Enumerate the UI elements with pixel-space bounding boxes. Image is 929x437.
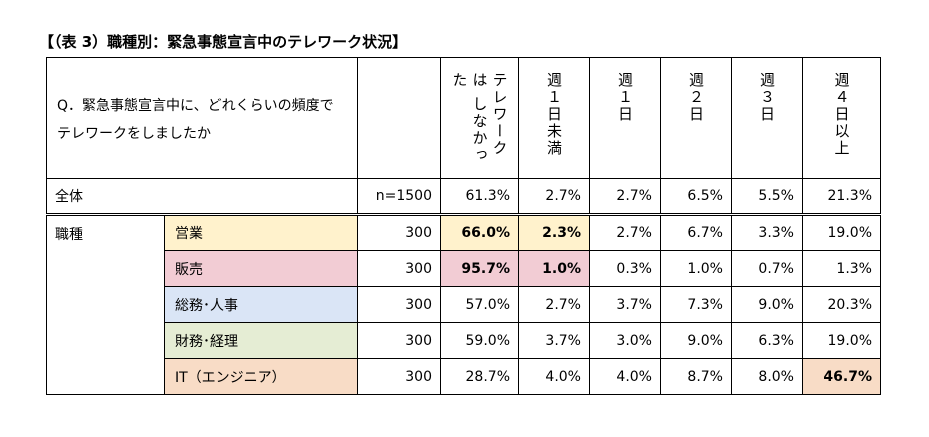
col-header-2day: 週２日 — [660, 57, 732, 179]
total-value: 2.7% — [589, 178, 661, 216]
cell: 20.3% — [802, 286, 881, 323]
cell-highlight: 95.7% — [440, 250, 519, 287]
cell-highlight: 2.3% — [518, 214, 590, 251]
cell: 0.7% — [731, 250, 803, 287]
col-header-label: テレワークは しなかった — [450, 72, 509, 164]
col-header-4plus: 週４日以上 — [802, 57, 881, 179]
col-header-3day: 週３日 — [731, 57, 803, 179]
total-value: 61.3% — [440, 178, 519, 216]
cell: 2.7% — [518, 286, 590, 323]
cell: 19.0% — [802, 322, 881, 359]
telework-table: Q．緊急事態宣言中に、どれくらいの頻度で テレワークをしましたか テレワークは … — [46, 57, 881, 395]
row-label-somu: 総務･人事 — [164, 286, 358, 323]
row-label-it: IT（エンジニア） — [164, 358, 358, 395]
cell: 2.7% — [589, 214, 661, 251]
table-row: IT（エンジニア） 300 28.7% 4.0% 4.0% 8.7% 8.0% … — [47, 358, 881, 395]
cell: 19.0% — [802, 214, 881, 251]
table-row: 財務･経理 300 59.0% 3.7% 3.0% 9.0% 6.3% 19.0… — [47, 322, 881, 359]
row-label-zaimu: 財務･経理 — [164, 322, 358, 359]
cell-highlight: 66.0% — [440, 214, 519, 251]
row-n: 300 — [357, 286, 441, 323]
cell: 3.7% — [518, 322, 590, 359]
cell: 57.0% — [440, 286, 519, 323]
cell: 7.3% — [660, 286, 732, 323]
col-header-label: 週１日未満 — [545, 72, 563, 157]
question-cell: Q．緊急事態宣言中に、どれくらいの頻度で テレワークをしましたか — [46, 57, 358, 179]
total-row: 全体 n=1500 61.3% 2.7% 2.7% 6.5% 5.5% 21.3… — [46, 178, 881, 216]
total-value: 21.3% — [802, 178, 881, 216]
cell: 3.0% — [589, 322, 661, 359]
header-row: Q．緊急事態宣言中に、どれくらいの頻度で テレワークをしましたか テレワークは … — [46, 57, 881, 179]
cell: 9.0% — [660, 322, 732, 359]
cell: 28.7% — [440, 358, 519, 395]
cell: 3.7% — [589, 286, 661, 323]
cell: 4.0% — [589, 358, 661, 395]
row-n: 300 — [357, 358, 441, 395]
col-header-under1: 週１日未満 — [518, 57, 590, 179]
row-n: 300 — [357, 214, 441, 251]
question-line-2: テレワークをしましたか — [57, 126, 211, 142]
cell: 8.0% — [731, 358, 803, 395]
question-line-1: Q．緊急事態宣言中に、どれくらいの頻度で — [57, 98, 334, 114]
col-header-label: 週３日 — [758, 72, 776, 123]
cell-highlight: 46.7% — [802, 358, 881, 395]
table-row: 総務･人事 300 57.0% 2.7% 3.7% 7.3% 9.0% 20.3… — [47, 286, 881, 323]
group-label: 職種 — [46, 214, 165, 395]
cell: 59.0% — [440, 322, 519, 359]
cell: 8.7% — [660, 358, 732, 395]
total-value: 2.7% — [518, 178, 590, 216]
cell: 4.0% — [518, 358, 590, 395]
row-n: 300 — [357, 250, 441, 287]
cell: 6.7% — [660, 214, 732, 251]
row-n: 300 — [357, 322, 441, 359]
total-value: 6.5% — [660, 178, 732, 216]
col-header-label: 週２日 — [687, 72, 705, 123]
total-value: 5.5% — [731, 178, 803, 216]
table-title: 【（表 3）職種別：緊急事態宣言中のテレワーク状況】 — [39, 33, 408, 51]
n-header-cell — [357, 57, 441, 179]
cell: 0.3% — [589, 250, 661, 287]
cell: 1.3% — [802, 250, 881, 287]
row-label-eigyo: 営業 — [164, 214, 358, 251]
table-row: 職種 営業 300 66.0% 2.3% 2.7% 6.7% 3.3% 19.0… — [46, 214, 881, 395]
cell: 1.0% — [660, 250, 732, 287]
col-header-label: 週１日 — [616, 72, 634, 123]
total-label: 全体 — [46, 178, 358, 216]
col-header-label: 週４日以上 — [832, 72, 851, 157]
cell: 6.3% — [731, 322, 803, 359]
total-n: n=1500 — [357, 178, 441, 216]
cell: 3.3% — [731, 214, 803, 251]
cell-highlight: 1.0% — [518, 250, 590, 287]
cell: 9.0% — [731, 286, 803, 323]
col-header-none: テレワークは しなかった — [440, 57, 519, 179]
col-header-1day: 週１日 — [589, 57, 661, 179]
row-label-hanbai: 販売 — [164, 250, 358, 287]
table-row: 販売 300 95.7% 1.0% 0.3% 1.0% 0.7% 1.3% — [47, 250, 881, 287]
